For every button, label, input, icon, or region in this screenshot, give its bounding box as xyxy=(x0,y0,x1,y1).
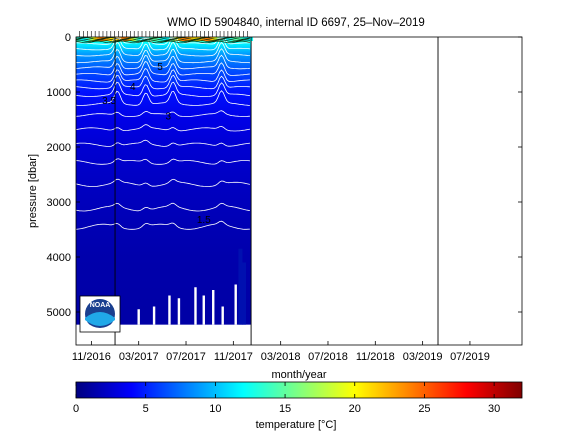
contour-lines xyxy=(76,37,250,230)
y-tick-label: 0 xyxy=(65,32,71,44)
surface-cell xyxy=(250,37,254,41)
surface-contour-line xyxy=(76,39,250,42)
colorbar-tick-label: 15 xyxy=(279,403,291,415)
x-tick-label: 03/2017 xyxy=(119,351,159,363)
surface-cell xyxy=(205,37,209,41)
contour-line xyxy=(76,158,250,165)
surface-cell xyxy=(110,37,113,41)
surface-cell xyxy=(86,37,90,41)
x-tick-label: 11/2018 xyxy=(356,351,395,363)
surface-cell xyxy=(210,37,213,41)
field-gap xyxy=(137,309,140,325)
contour-label: 5 xyxy=(157,62,163,73)
surface-contour-line xyxy=(76,38,250,41)
temperature-field-body xyxy=(76,37,252,325)
surface-cell xyxy=(229,37,232,41)
contour-line xyxy=(76,202,250,212)
vertical-markers xyxy=(79,31,439,345)
field-gap xyxy=(221,306,224,325)
colorbar-tick-label: 30 xyxy=(488,403,500,415)
surface-cell xyxy=(233,37,237,41)
field-deep-profile xyxy=(238,248,243,325)
contour-line xyxy=(76,74,250,90)
y-tick-label: 4000 xyxy=(47,252,71,264)
y-tick-label: 3000 xyxy=(47,197,71,209)
contour-line xyxy=(76,41,250,57)
field-gap xyxy=(202,295,205,325)
field-gap xyxy=(152,306,156,325)
contour-label: 3.5 xyxy=(102,96,116,107)
surface-cell xyxy=(159,37,162,41)
x-tick-label: 07/2018 xyxy=(308,351,348,363)
y-tick-label: 5000 xyxy=(47,307,71,319)
contour-line xyxy=(76,178,250,187)
colorbar-label: temperature [°C] xyxy=(256,419,337,431)
temperature-field xyxy=(76,37,254,325)
chart-title: WMO ID 5904840, internal ID 6697, 25–Nov… xyxy=(167,17,425,29)
contour-label: 1.5 xyxy=(197,215,211,226)
surface-cell xyxy=(186,37,190,41)
contour-label: 4 xyxy=(130,82,136,93)
surface-cell xyxy=(133,37,136,41)
contour-line xyxy=(76,67,250,83)
noaa-logo: NOAA xyxy=(79,295,121,333)
x-tick-label: 03/2018 xyxy=(261,351,301,363)
contour-label: 3 xyxy=(165,112,171,123)
contour-line xyxy=(76,48,250,64)
surface-contour-line xyxy=(76,40,250,44)
field-deep-profile xyxy=(241,262,246,325)
colorbar-tick-label: 10 xyxy=(209,403,221,415)
colorbar-tick-label: 25 xyxy=(418,403,430,415)
surface-cell xyxy=(182,37,185,41)
surface-cell xyxy=(90,37,94,41)
x-tick-label: 11/2017 xyxy=(214,351,253,363)
field-gap xyxy=(194,287,197,325)
y-axis-label: pressure [dbar] xyxy=(27,154,39,228)
surface-contour-line xyxy=(76,37,250,40)
colorbar-ticks: 0 5 10 15 20 25 30 xyxy=(73,382,500,415)
field-gap xyxy=(234,284,237,325)
noaa-logo-text: NOAA xyxy=(90,302,111,309)
contour-line xyxy=(76,110,250,117)
surface-cell xyxy=(184,37,188,41)
surface-cell xyxy=(208,37,211,41)
x-tick-label: 11/2016 xyxy=(72,351,111,363)
x-tick-label: 07/2017 xyxy=(166,351,206,363)
surface-cell xyxy=(88,37,92,41)
contour-labels: 3.5 4 5 3 1.5 xyxy=(102,62,211,226)
colorbar-tick-label: 0 xyxy=(73,403,79,415)
y-axis: 0 1000 2000 3000 4000 5000 xyxy=(47,32,522,319)
surface-cell xyxy=(137,37,141,41)
colorbar-gradient xyxy=(75,381,523,399)
field-gap xyxy=(168,295,171,325)
contour-line xyxy=(76,54,250,70)
contour-line xyxy=(76,220,250,230)
surface-cell xyxy=(161,37,164,41)
y-tick-label: 1000 xyxy=(47,87,71,99)
contour-line xyxy=(76,90,250,106)
contour-line xyxy=(76,81,250,97)
x-axis: 11/2016 03/2017 07/2017 11/2017 03/2018 07/20… xyxy=(72,341,490,363)
contour-line xyxy=(76,124,250,132)
contour-line xyxy=(76,139,250,147)
colorbar-tick-label: 5 xyxy=(143,403,149,415)
surface-cell xyxy=(231,37,234,41)
x-tick-label: 07/2019 xyxy=(450,351,490,363)
field-gap xyxy=(212,290,215,325)
x-axis-label: month/year xyxy=(271,369,326,381)
colorbar: 0 5 10 15 20 25 30 temperature [°C] xyxy=(73,381,523,431)
contour-line xyxy=(76,61,250,76)
y-tick-label: 2000 xyxy=(47,142,71,154)
surface-cell xyxy=(135,37,139,41)
plot-frame xyxy=(75,36,523,346)
x-tick-label: 03/2019 xyxy=(403,351,443,363)
field-gap xyxy=(177,298,181,325)
colorbar-tick-label: 20 xyxy=(349,403,361,415)
